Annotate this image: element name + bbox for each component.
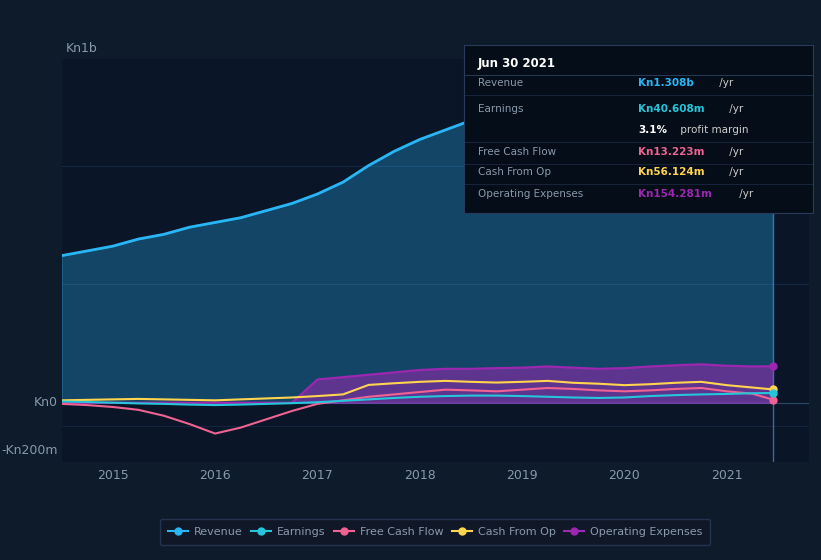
Text: /yr: /yr: [727, 147, 744, 157]
Text: Kn154.281m: Kn154.281m: [639, 189, 712, 199]
Text: /yr: /yr: [736, 189, 754, 199]
Text: Kn40.608m: Kn40.608m: [639, 104, 705, 114]
Text: Kn13.223m: Kn13.223m: [639, 147, 704, 157]
Text: /yr: /yr: [727, 167, 744, 178]
Text: Kn0: Kn0: [34, 396, 57, 409]
Text: -Kn200m: -Kn200m: [2, 444, 57, 456]
Text: profit margin: profit margin: [677, 125, 749, 136]
Text: Kn56.124m: Kn56.124m: [639, 167, 705, 178]
Text: Jun 30 2021: Jun 30 2021: [478, 57, 556, 69]
Text: Cash From Op: Cash From Op: [478, 167, 551, 178]
Legend: Revenue, Earnings, Free Cash Flow, Cash From Op, Operating Expenses: Revenue, Earnings, Free Cash Flow, Cash …: [160, 519, 710, 545]
Text: Kn1b: Kn1b: [66, 42, 97, 55]
Text: /yr: /yr: [727, 104, 744, 114]
Text: Revenue: Revenue: [478, 78, 523, 88]
Text: Free Cash Flow: Free Cash Flow: [478, 147, 556, 157]
Text: Kn1.308b: Kn1.308b: [639, 78, 695, 88]
Text: /yr: /yr: [717, 78, 734, 88]
Text: 3.1%: 3.1%: [639, 125, 667, 136]
Text: Earnings: Earnings: [478, 104, 523, 114]
Text: Operating Expenses: Operating Expenses: [478, 189, 583, 199]
